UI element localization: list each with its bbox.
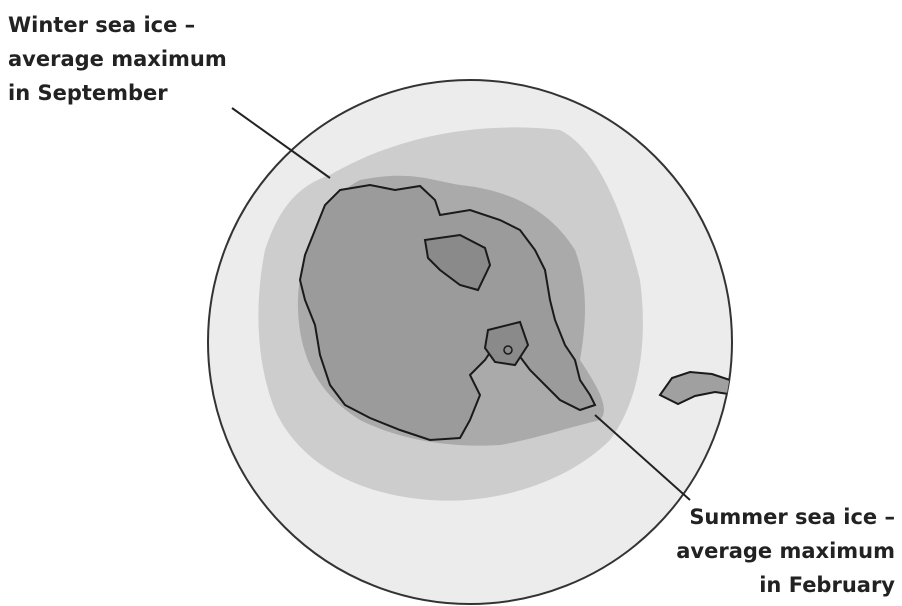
leader-line <box>231 107 331 179</box>
label-line: in February <box>759 573 895 597</box>
label-line: average maximum <box>676 539 895 563</box>
island <box>503 345 513 355</box>
label-line: Winter sea ice – <box>8 13 195 37</box>
label-line: in September <box>8 81 168 105</box>
leader-line <box>594 414 691 501</box>
label-line: average maximum <box>8 47 227 71</box>
ice-shelf <box>483 320 530 367</box>
ice-shelf <box>423 233 492 292</box>
antarctica <box>298 183 597 442</box>
landmass <box>658 370 732 406</box>
label-line: Summer sea ice – <box>689 505 895 529</box>
